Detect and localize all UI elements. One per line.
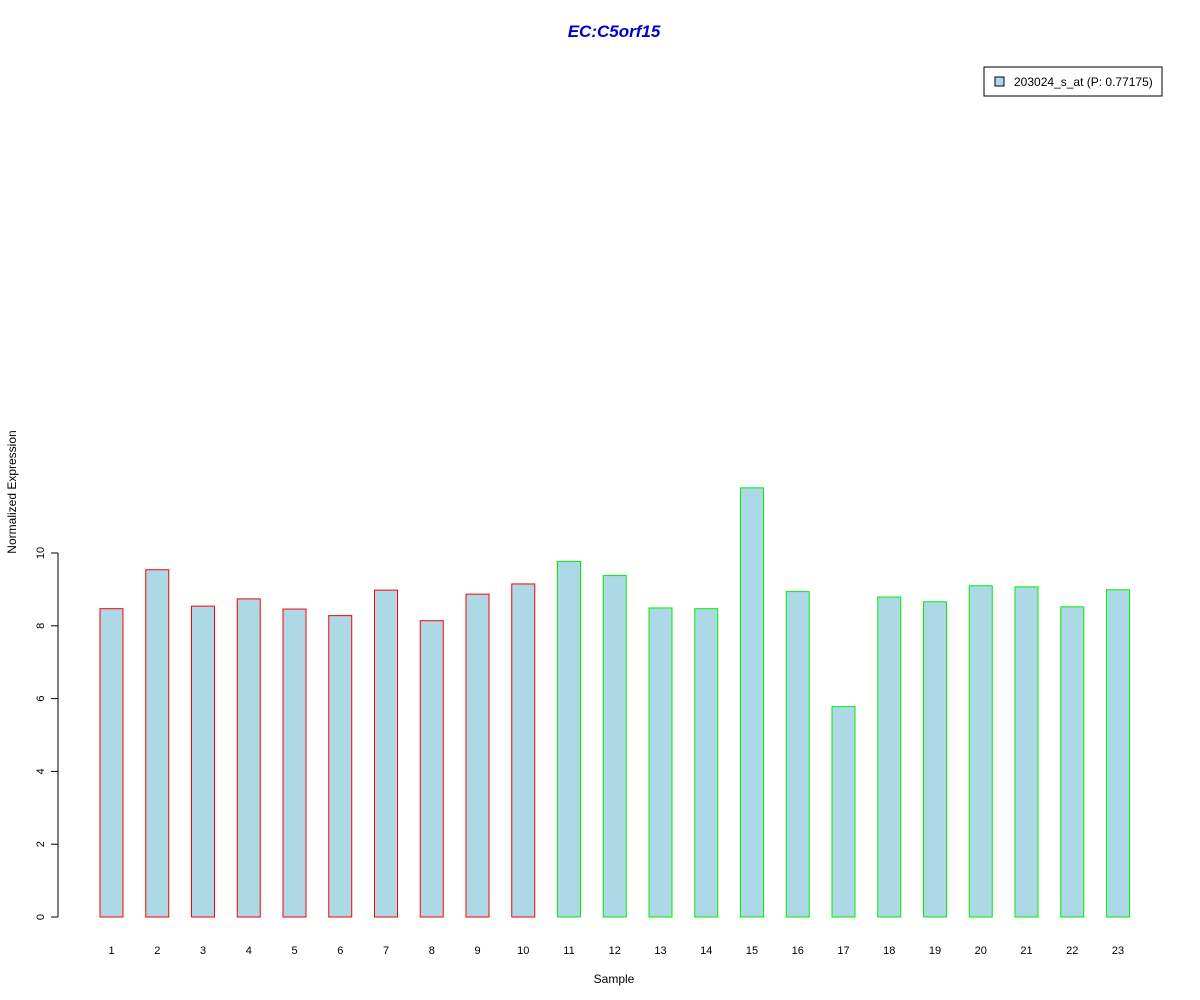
y-axis-label: Normalized Expression: [5, 430, 19, 553]
bars: [99, 487, 1130, 918]
x-tick-label: 22: [1066, 945, 1078, 957]
bar: [465, 593, 490, 918]
bar: [923, 601, 947, 918]
bar: [694, 608, 719, 918]
bar: [282, 608, 307, 918]
chart-title: EC:C5orf15: [568, 22, 661, 41]
x-tick-labels: 1 2 3 4 5 6 7 8 9 10 11 12 13 14 15 16 17 18 19 20 21 22 23: [108, 945, 1124, 957]
bar: [557, 560, 581, 918]
x-tick-label: 3: [200, 945, 206, 957]
bar: [99, 608, 124, 918]
x-tick-label: 5: [291, 945, 297, 957]
bar: [602, 575, 627, 918]
x-tick-label: 20: [975, 945, 987, 957]
y-tick-label: 10: [35, 547, 47, 559]
x-tick-label: 17: [837, 945, 849, 957]
y-tick-label: 0: [35, 914, 47, 920]
bar: [419, 620, 444, 918]
legend-swatch: [994, 76, 1005, 87]
bar: [328, 615, 353, 918]
y-tick-label: 6: [35, 696, 47, 702]
legend: 203024_s_at (P: 0.77175): [983, 66, 1163, 97]
bar: [740, 487, 764, 918]
y-tick-label: 4: [35, 768, 47, 774]
bar: [648, 607, 673, 918]
y-tick-label: 8: [35, 623, 47, 629]
bar: [1060, 606, 1085, 918]
x-tick-label: 1: [108, 945, 114, 957]
bar: [145, 569, 170, 918]
bar: [877, 596, 902, 918]
bar: [1106, 589, 1130, 918]
x-tick-label: 23: [1112, 945, 1124, 957]
x-tick-label: 4: [246, 945, 252, 957]
bar: [236, 598, 261, 918]
bar: [374, 589, 398, 918]
bar: [191, 605, 215, 918]
x-tick-label: 10: [517, 945, 529, 957]
x-tick-label: 19: [929, 945, 941, 957]
y-axis: 0 2 4 6 8 10: [35, 547, 59, 920]
legend-entry: 203024_s_at (P: 0.77175): [1014, 75, 1153, 89]
x-tick-label: 21: [1020, 945, 1032, 957]
bar: [1014, 586, 1039, 918]
x-tick-label: 9: [474, 945, 480, 957]
bar: [785, 591, 810, 918]
x-tick-label: 16: [792, 945, 804, 957]
x-tick-label: 11: [563, 945, 574, 957]
y-tick-label: 2: [35, 841, 47, 847]
x-tick-label: 8: [429, 945, 435, 957]
bar: [831, 706, 856, 918]
x-tick-label: 18: [883, 945, 895, 957]
x-tick-label: 15: [746, 945, 758, 957]
x-tick-label: 13: [654, 945, 666, 957]
x-tick-label: 12: [609, 945, 621, 957]
x-tick-label: 14: [700, 945, 712, 957]
x-tick-label: 7: [383, 945, 389, 957]
x-tick-label: 6: [337, 945, 343, 957]
bar: [968, 585, 993, 918]
bar: [511, 583, 536, 918]
x-axis-label: Sample: [594, 972, 635, 986]
legend-box: [983, 66, 1163, 97]
x-tick-label: 2: [154, 945, 160, 957]
